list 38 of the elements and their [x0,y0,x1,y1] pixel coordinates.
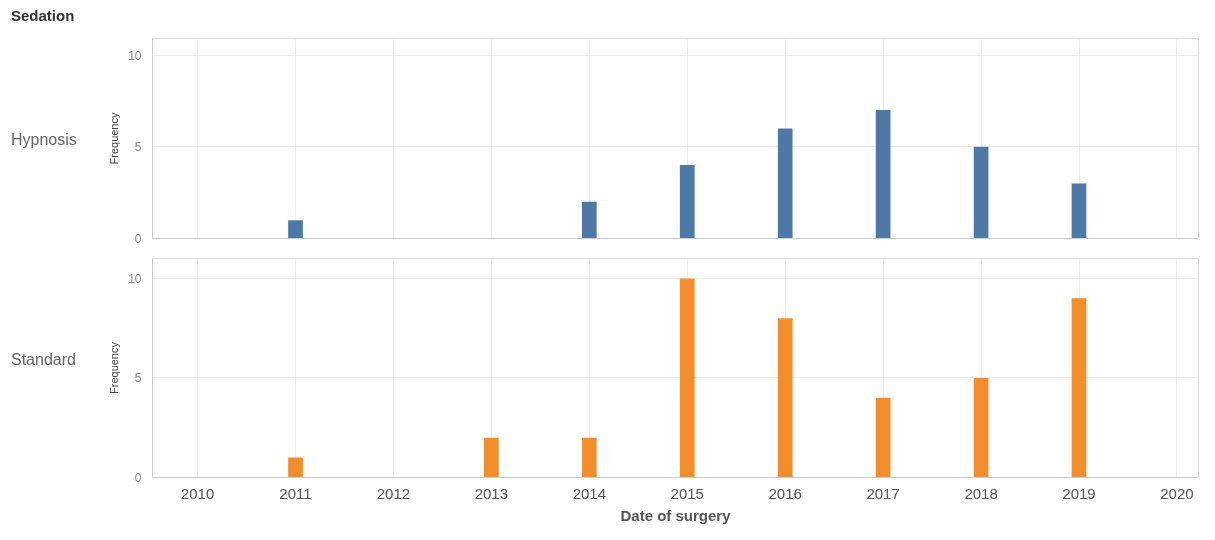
bar [1071,183,1087,239]
y-tick-label: 10 [128,271,142,286]
y-tick-label: 5 [134,140,142,155]
x-tick-label: 2020 [1160,484,1194,502]
x-tick-label: 2013 [474,484,509,502]
bar [679,165,695,239]
x-axis-title: Date of surgery [620,506,732,524]
bar [679,278,695,478]
text: Standard [11,350,76,370]
bar [288,457,303,478]
bar [777,318,793,478]
x-tick-label: 2014 [572,484,606,502]
x-tick-label: 2016 [768,484,802,502]
y-tick-label: 0 [134,232,142,246]
bar [288,220,303,239]
y-axis-title: Frequency [108,112,121,165]
x-tick-label: 2017 [866,484,900,502]
x-tick-label: 2012 [376,484,411,502]
bar [777,128,793,239]
chart-title: Sedation [11,6,75,26]
bar [581,201,597,239]
bar [973,377,989,478]
x-tick-label: 2018 [964,484,998,502]
y-tick-label: 5 [134,371,142,386]
x-tick-label: 2010 [180,484,215,502]
text: Hypnosis [11,130,77,150]
bar [1071,298,1087,478]
bar [484,437,499,478]
y-tick-label: 10 [128,48,142,63]
x-tick-label: 2019 [1062,484,1096,502]
bar [875,110,891,239]
x-tick-label: 2015 [670,484,704,502]
x-tick-label: 2011 [279,484,312,502]
y-axis-title: Frequency [108,341,121,394]
bar [875,397,891,478]
bar [581,437,597,478]
bar [973,146,989,239]
y-tick-label: 0 [134,471,142,485]
